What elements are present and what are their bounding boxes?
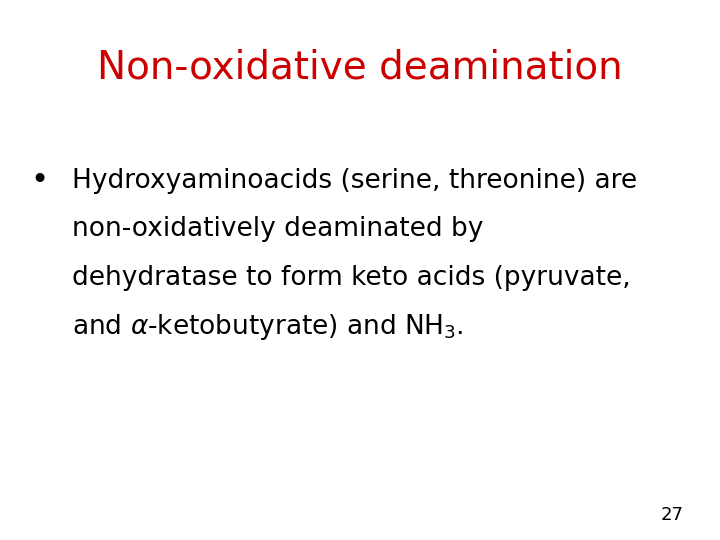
Text: 27: 27	[661, 506, 684, 524]
Text: and $\alpha$-ketobutyrate) and NH$_3$.: and $\alpha$-ketobutyrate) and NH$_3$.	[72, 312, 464, 342]
Text: Non-oxidative deamination: Non-oxidative deamination	[97, 49, 623, 86]
Text: dehydratase to form keto acids (pyruvate,: dehydratase to form keto acids (pyruvate…	[72, 265, 631, 291]
Text: Hydroxyaminoacids (serine, threonine) are: Hydroxyaminoacids (serine, threonine) ar…	[72, 168, 637, 194]
Text: •: •	[30, 166, 49, 195]
Text: non-oxidatively deaminated by: non-oxidatively deaminated by	[72, 217, 483, 242]
